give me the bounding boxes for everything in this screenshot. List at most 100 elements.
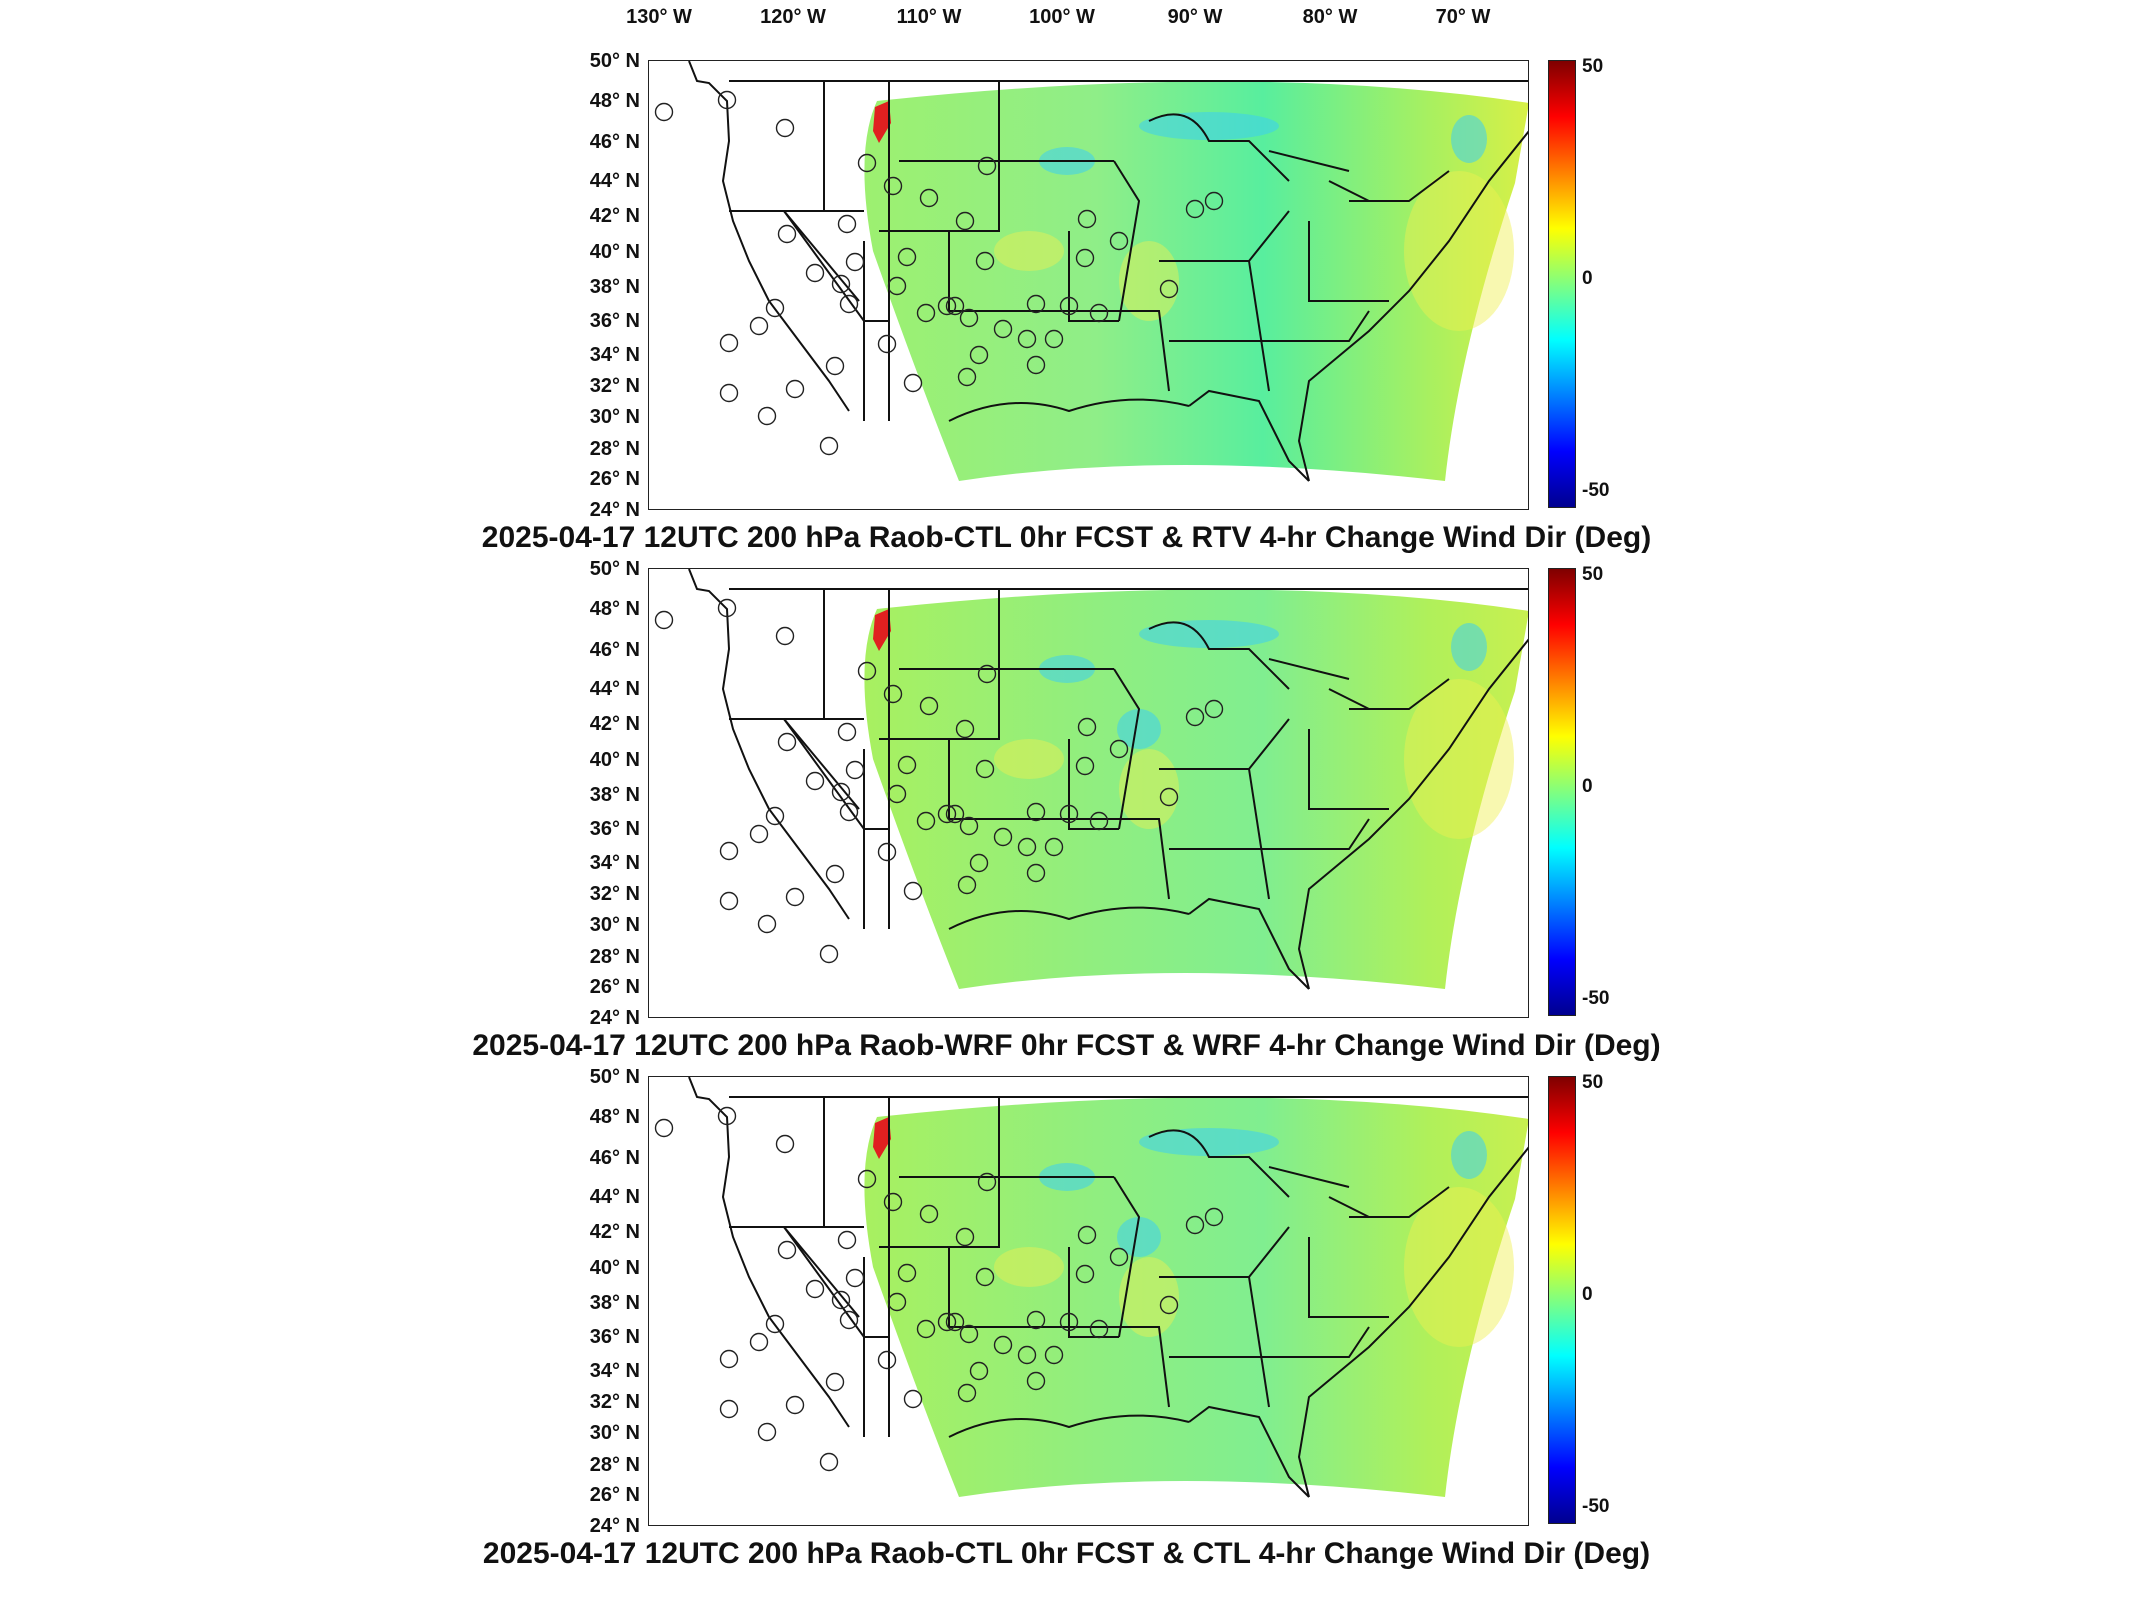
station-marker	[937, 804, 957, 824]
colorbar-tick-label: 50	[1582, 56, 1604, 77]
station-markers	[654, 90, 1224, 456]
latitude-label: 26° N	[589, 1484, 640, 1506]
station-marker	[877, 842, 897, 862]
station-marker	[937, 1312, 957, 1332]
station-marker	[883, 1192, 903, 1212]
station-marker	[887, 276, 907, 296]
positive-anomaly-patch	[1404, 171, 1514, 331]
station-marker	[831, 782, 851, 802]
station-marker	[717, 598, 737, 618]
latitude-label: 46° N	[589, 131, 640, 153]
panel-title: 2025-04-17 12UTC 200 hPa Raob-CTL 0hr FC…	[481, 521, 1652, 554]
positive-anomaly-patch	[994, 739, 1064, 779]
station-marker	[1017, 837, 1037, 857]
station-marker	[1185, 199, 1205, 219]
negative-anomaly-patch	[1451, 115, 1487, 163]
station-markers	[654, 598, 1224, 964]
station-marker	[654, 610, 674, 630]
station-marker	[717, 90, 737, 110]
panel-title: 2025-04-17 12UTC 200 hPa Raob-CTL 0hr FC…	[482, 1537, 1651, 1570]
station-marker	[749, 824, 769, 844]
station-marker	[1044, 837, 1064, 857]
latitude-label: 46° N	[589, 639, 640, 661]
longitude-label: 70° W	[1435, 6, 1491, 28]
latitude-label: 36° N	[589, 818, 640, 840]
station-marker	[1185, 1215, 1205, 1235]
latitude-label: 50° N	[589, 50, 640, 72]
longitude-label: 90° W	[1167, 6, 1223, 28]
station-marker	[819, 944, 839, 964]
station-marker	[1059, 1312, 1079, 1332]
latitude-label: 32° N	[589, 375, 640, 397]
station-marker	[845, 252, 865, 272]
station-marker	[975, 1267, 995, 1287]
latitude-label: 48° N	[589, 598, 640, 620]
station-marker	[1204, 1207, 1224, 1227]
station-marker	[897, 755, 917, 775]
station-marker	[1089, 1319, 1109, 1339]
positive-anomaly-patch	[994, 231, 1064, 271]
strong-anomaly-patch	[873, 609, 891, 651]
station-marker	[719, 841, 739, 861]
station-marker	[877, 334, 897, 354]
station-marker	[993, 319, 1013, 339]
colorbar-tick-label: 0	[1582, 776, 1593, 797]
negative-anomaly-patch	[1451, 623, 1487, 671]
latitude-label: 36° N	[589, 310, 640, 332]
latitude-label: 44° N	[589, 678, 640, 700]
station-marker	[1089, 303, 1109, 323]
station-marker	[1075, 1264, 1095, 1284]
station-marker	[1109, 1247, 1129, 1267]
station-marker	[993, 1335, 1013, 1355]
station-marker	[969, 853, 989, 873]
latitude-label: 30° N	[589, 406, 640, 428]
station-marker	[1059, 804, 1079, 824]
station-marker	[977, 664, 997, 684]
station-marker	[749, 316, 769, 336]
station-marker	[1185, 707, 1205, 727]
boundary-lines	[688, 569, 1528, 990]
latitude-label: 40° N	[589, 241, 640, 263]
station-marker	[719, 891, 739, 911]
station-marker	[1204, 191, 1224, 211]
map-svg	[654, 569, 1528, 990]
station-marker	[969, 1361, 989, 1381]
negative-anomaly-patch	[1139, 112, 1279, 140]
station-marker	[1109, 739, 1129, 759]
station-marker	[1159, 279, 1179, 299]
model-domain-field	[864, 81, 1528, 481]
colorbar-tick-label: 50	[1582, 1072, 1604, 1093]
longitude-label: 110° W	[896, 6, 962, 28]
station-marker	[825, 356, 845, 376]
station-marker	[719, 1399, 739, 1419]
latitude-label: 32° N	[589, 883, 640, 905]
station-markers	[654, 1106, 1224, 1472]
latitude-label: 28° N	[589, 946, 640, 968]
station-marker	[819, 436, 839, 456]
latitude-label: 24° N	[589, 1007, 640, 1029]
latitude-label: 34° N	[589, 852, 640, 874]
station-marker	[1077, 1225, 1097, 1245]
station-marker	[757, 1422, 777, 1442]
station-marker	[903, 881, 923, 901]
station-marker	[819, 1452, 839, 1472]
latitude-label: 50° N	[589, 558, 640, 580]
station-marker	[719, 333, 739, 353]
station-marker	[916, 1319, 936, 1339]
negative-anomaly-patch	[1117, 1217, 1161, 1257]
longitude-label: 100° W	[1029, 6, 1095, 28]
station-marker	[937, 296, 957, 316]
map-svg	[654, 61, 1528, 482]
station-marker	[887, 1292, 907, 1312]
negative-anomaly-patch	[1139, 620, 1279, 648]
station-marker	[717, 1106, 737, 1126]
station-marker	[919, 696, 939, 716]
colorbar-tick-label: -50	[1582, 480, 1610, 501]
station-marker	[831, 274, 851, 294]
station-marker	[765, 806, 785, 826]
latitude-label: 30° N	[589, 914, 640, 936]
station-marker	[785, 379, 805, 399]
station-marker	[1077, 209, 1097, 229]
strong-anomaly-patch	[873, 101, 891, 143]
station-marker	[1017, 1345, 1037, 1365]
